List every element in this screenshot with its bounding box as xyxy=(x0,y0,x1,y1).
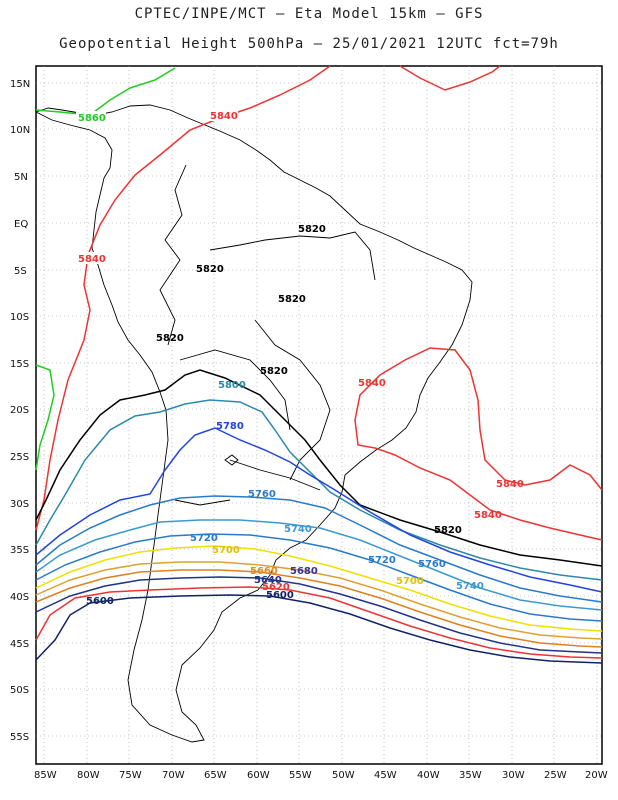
lon-label: 25W xyxy=(544,770,567,781)
contour-label: 5800 xyxy=(218,380,246,391)
lon-label: 80W xyxy=(77,770,100,781)
lon-label: 45W xyxy=(374,770,397,781)
lat-label: 15S xyxy=(10,359,29,370)
contour-label: 5620 xyxy=(262,582,290,593)
lat-label: 50S xyxy=(10,685,29,696)
contour-label: 5700 xyxy=(396,576,424,587)
lat-label: 10N xyxy=(10,125,30,136)
lon-label: 70W xyxy=(162,770,185,781)
contour-label: 5820 xyxy=(260,366,288,377)
lon-label: 55W xyxy=(289,770,312,781)
contour-labels: 5860 5840 5840 5820 5820 5820 5820 5820 … xyxy=(76,109,524,607)
lat-label: 10S xyxy=(10,312,29,323)
lon-label: 35W xyxy=(459,770,482,781)
title-line-1: CPTEC/INPE/MCT – Eta Model 15km – GFS xyxy=(134,6,484,22)
contour-label: 5600 xyxy=(266,590,294,601)
contour-label: 5820 xyxy=(434,525,462,536)
lat-label: 40S xyxy=(10,592,29,603)
contour-label: 5840 xyxy=(474,510,502,521)
contour-5840-west xyxy=(35,65,331,531)
contour-5600 xyxy=(35,594,603,664)
lat-label: 5N xyxy=(14,172,28,183)
contour-label: 5700 xyxy=(212,545,240,556)
lat-label: 5S xyxy=(14,266,27,277)
lon-label: 30W xyxy=(502,770,525,781)
contour-label: 5760 xyxy=(248,489,276,500)
lon-label: 50W xyxy=(332,770,355,781)
contour-5760 xyxy=(35,495,603,603)
contour-5700 xyxy=(35,545,603,632)
contour-5820 xyxy=(35,369,603,567)
contour-5740 xyxy=(35,519,603,611)
contour-5840-east xyxy=(354,347,603,541)
contour-label: 5820 xyxy=(298,224,326,235)
contour-label: 5680 xyxy=(290,566,318,577)
contour-5720 xyxy=(35,533,603,622)
contour-5800 xyxy=(35,399,603,581)
contour-5860-west xyxy=(35,364,55,471)
contour-label: 5660 xyxy=(250,566,278,577)
lat-label: 25S xyxy=(10,452,29,463)
lat-label: EQ xyxy=(14,219,28,230)
coastline xyxy=(35,104,473,743)
contour-5780 xyxy=(35,427,603,593)
lat-label: 55S xyxy=(10,732,29,743)
contour-label: 5840 xyxy=(210,111,238,122)
contour-label: 5720 xyxy=(368,555,396,566)
contour-label: 5640 xyxy=(254,575,282,586)
contour-5840-top xyxy=(399,65,501,91)
contour-label: 5760 xyxy=(418,559,446,570)
lon-label: 40W xyxy=(417,770,440,781)
lat-label: 20S xyxy=(10,405,29,416)
lat-label: 15N xyxy=(10,79,30,90)
lat-label: 30S xyxy=(10,499,29,510)
graticule xyxy=(36,66,602,764)
lon-label: 85W xyxy=(34,770,57,781)
contour-5660 xyxy=(35,569,603,648)
lat-label: 35S xyxy=(10,545,29,556)
lon-label: 75W xyxy=(119,770,142,781)
contour-5860-north xyxy=(35,67,176,116)
contour-label: 5860 xyxy=(78,113,106,124)
lon-label: 60W xyxy=(247,770,270,781)
lon-label: 20W xyxy=(585,770,608,781)
contour-label: 5740 xyxy=(456,581,484,592)
contour-label: 5840 xyxy=(496,479,524,490)
contour-label: 5720 xyxy=(190,533,218,544)
longitude-labels: 85W 80W 75W 70W 65W 60W 55W 50W 45W 40W … xyxy=(34,770,608,781)
lat-label: 45S xyxy=(10,639,29,650)
contour-label: 5840 xyxy=(78,254,106,265)
map-frame xyxy=(35,65,603,765)
contour-label: 5820 xyxy=(156,333,184,344)
latitude-labels: 15N 10N 5N EQ 5S 10S 15S 20S 25S 30S 35S… xyxy=(10,79,30,743)
lon-label: 65W xyxy=(204,770,227,781)
contour-label: 5820 xyxy=(278,294,306,305)
contour-5680 xyxy=(35,561,603,640)
contour-label: 5840 xyxy=(358,378,386,389)
contour-label: 5600 xyxy=(86,596,114,607)
contour-5620 xyxy=(35,586,603,659)
contour-label: 5740 xyxy=(284,524,312,535)
contour-5640 xyxy=(35,576,603,654)
contour-label: 5820 xyxy=(196,264,224,275)
title-line-2: Geopotential Height 500hPa – 25/01/2021 … xyxy=(59,36,559,52)
contour-lines xyxy=(35,65,603,664)
contour-label: 5780 xyxy=(216,421,244,432)
